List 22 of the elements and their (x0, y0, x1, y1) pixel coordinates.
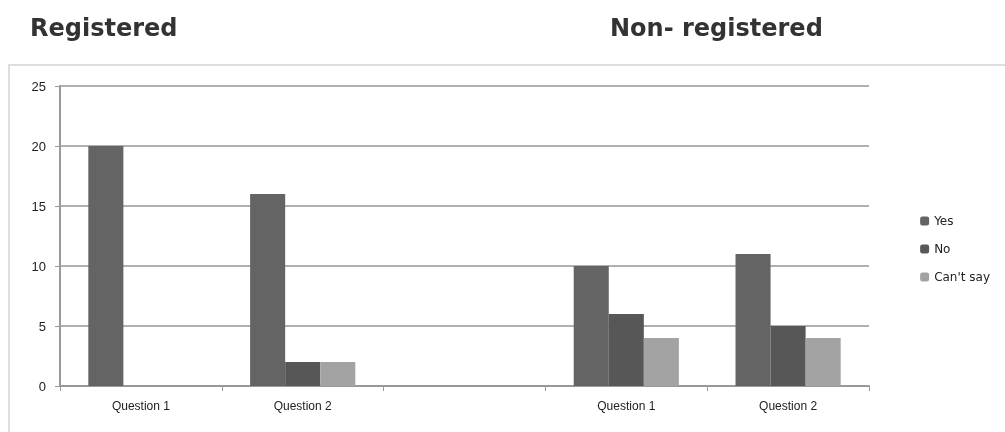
x-tick-label: Question 2 (273, 399, 333, 413)
x-tick-label: Question 1 (597, 399, 656, 413)
legend-label: Can't say (934, 270, 991, 284)
y-tick-label: 20 (31, 138, 46, 154)
bar (608, 314, 644, 386)
y-tick-label: 15 (31, 198, 46, 214)
x-tick-label: Question 1 (111, 399, 171, 413)
bar (770, 326, 806, 386)
bar (735, 254, 771, 386)
x-tick-label: Question 2 (759, 399, 818, 413)
legend-label: Yes (933, 214, 954, 228)
y-tick-label: 0 (38, 378, 46, 394)
bar (250, 194, 286, 386)
y-tick-label: 5 (38, 318, 46, 334)
text: Non- registered (610, 14, 823, 42)
bar (573, 266, 609, 386)
bar (285, 362, 321, 386)
text: Registered (30, 14, 178, 42)
y-tick-label: 25 (31, 78, 46, 94)
bar (88, 146, 124, 386)
legend-label: No (934, 242, 951, 256)
y-tick-label: 10 (31, 258, 46, 274)
